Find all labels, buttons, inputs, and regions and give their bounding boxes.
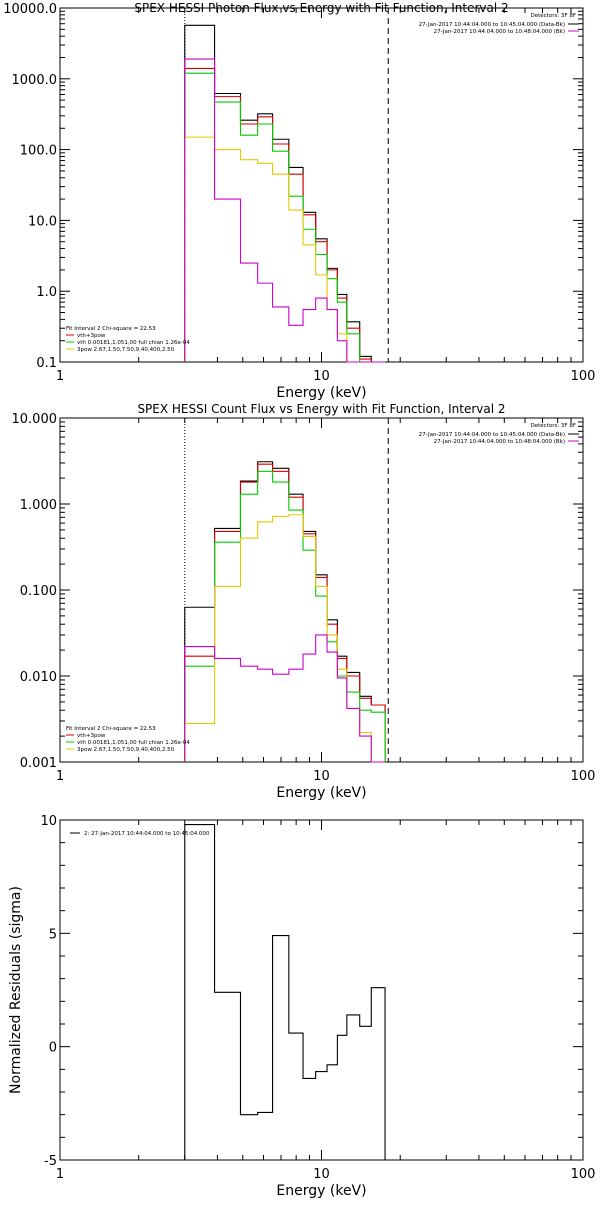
y-tick-label: 1.0 — [36, 285, 57, 300]
legend-left-entry: 2: 27-Jan-2017 10:44:04.000 to 10:45:04.… — [84, 831, 210, 837]
legend-left-header: Fit Interval 2 Chi-square = 22.53 — [66, 726, 156, 732]
series-4-steps — [184, 136, 386, 363]
x-tick-label: 1 — [56, 769, 64, 784]
legend-right-entry: 27-Jan-2017 10:44:04.000 to 10:48:04.000… — [434, 29, 565, 35]
chart-title: SPEX HESSI Photon Flux vs Energy with Fi… — [134, 1, 508, 15]
x-axis-label: Energy (keV) — [276, 385, 366, 401]
x-tick-label: 10 — [313, 369, 330, 384]
detectors-label: Detectors: 3F 8F — [530, 13, 576, 19]
y-tick-label: -5 — [44, 1154, 57, 1169]
legend-left-entry: vth+3pow — [77, 733, 106, 739]
chart-title: SPEX HESSI Count Flux vs Energy with Fit… — [137, 402, 505, 416]
legend-right-entry: 27-Jan-2017 10:44:04.000 to 10:45:04.000… — [419, 432, 565, 438]
x-axis-label: Energy (keV) — [276, 785, 366, 801]
legend-left-entry: 3pow 2.67,1.50,7.50,9.40,400,2.50 — [77, 347, 175, 353]
y-tick-label: 0.001 — [20, 756, 57, 771]
x-tick-label: 100 — [571, 1167, 596, 1182]
x-tick-label: 10 — [313, 1167, 330, 1182]
legend-left-header: Fit Interval 2 Chi-square = 22.53 — [66, 326, 156, 332]
x-tick-label: 1 — [56, 369, 64, 384]
plot-frame — [59, 417, 584, 763]
y-tick-label: 1000.0 — [12, 73, 58, 88]
y-tick-label: 100.0 — [20, 144, 57, 159]
series-1-steps — [184, 823, 386, 1160]
y-axis-label: Normalized Residuals (sigma) — [8, 886, 24, 1094]
y-tick-label: 0.010 — [20, 670, 57, 685]
y-tick-label: 5 — [49, 927, 57, 942]
series-3-steps — [184, 470, 386, 762]
y-tick-label: 10 — [40, 814, 57, 829]
legend-right-entry: 27-Jan-2017 10:44:04.000 to 10:48:04.000… — [434, 439, 565, 445]
plot-frame — [59, 7, 584, 363]
y-tick-label: 10.0 — [28, 214, 57, 229]
legend-right-entry: 27-Jan-2017 10:44:04.000 to 10:45:04.000… — [419, 22, 565, 28]
x-tick-label: 100 — [571, 369, 596, 384]
y-tick-label: 0 — [49, 1041, 57, 1056]
legend-left-entry: vth 0.00181,1.051,00 full chian 1.26e-04 — [77, 340, 190, 346]
x-axis-label: Energy (keV) — [276, 1183, 366, 1199]
legend-left-entry: 3pow 2.67,1.50,7.50,9.40,400,2.50 — [77, 747, 175, 753]
panel-2 — [59, 417, 584, 763]
y-tick-label: 0.1 — [36, 356, 57, 371]
y-tick-label: 0.100 — [20, 584, 57, 599]
x-tick-label: 10 — [313, 769, 330, 784]
y-tick-label: 10.000 — [12, 412, 58, 427]
detectors-label: Detectors: 3F 8F — [530, 423, 576, 429]
series-5-steps — [184, 58, 386, 363]
panel-1 — [59, 7, 584, 363]
legend-left-entry: vth 0.00181,1.051,00 full chian 1.26e-04 — [77, 740, 190, 746]
x-tick-label: 100 — [571, 769, 596, 784]
series-5-steps — [184, 634, 386, 763]
y-tick-label: 10000.0 — [3, 2, 57, 17]
legend-left-entry: vth+3pow — [77, 333, 106, 339]
x-tick-label: 1 — [56, 1167, 64, 1182]
plot-frame — [59, 819, 584, 1161]
panel-3 — [59, 819, 584, 1161]
y-tick-label: 1.000 — [20, 498, 57, 513]
